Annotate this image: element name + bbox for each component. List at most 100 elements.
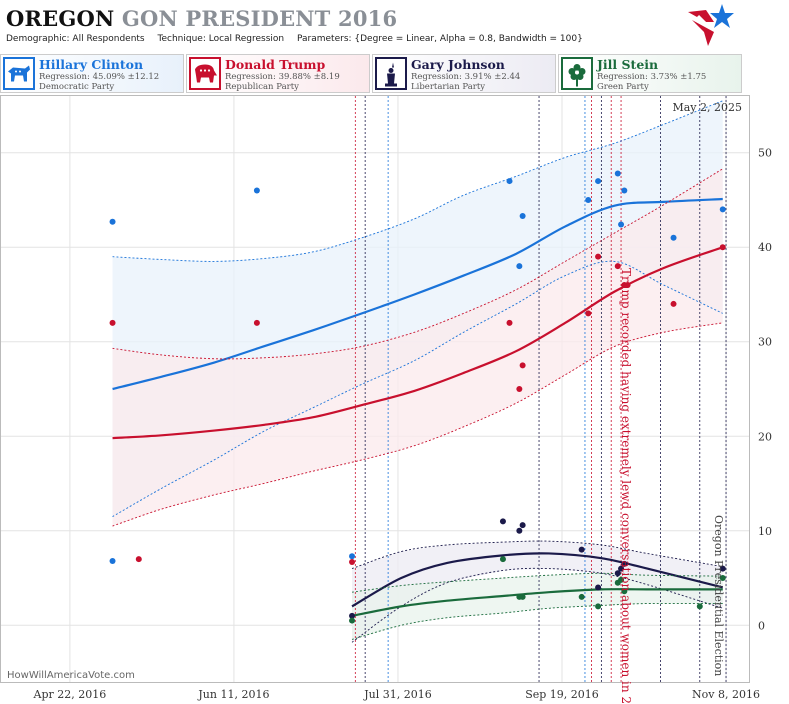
poll-point (109, 558, 116, 565)
candidate-name: Gary Johnson (411, 57, 505, 72)
candidate-card[interactable]: Donald Trump Regression: 39.88% ±8.19 Repu… (186, 54, 370, 93)
flower-icon (561, 57, 593, 90)
lower-bound-line (112, 260, 723, 517)
candidate-party: Green Party (597, 82, 649, 92)
poll-point (595, 253, 602, 260)
upper-bound-line (351, 540, 723, 570)
parameters-text: Parameters: {Degree = Linear, Alpha = 0.… (297, 34, 583, 44)
poll-point (618, 576, 625, 583)
candidate-regression: Regression: 3.91% ±2.44 (411, 72, 521, 82)
poll-point (578, 593, 585, 600)
donkey-icon (3, 57, 35, 90)
date-stamp: May 2, 2025 (672, 101, 742, 114)
poll-point (349, 558, 356, 565)
y-tick-label: 10 (758, 525, 772, 538)
candidate-card[interactable]: Gary Johnson Regression: 3.91% ±2.44 Liber… (372, 54, 556, 93)
poll-point (595, 178, 602, 185)
poll-point (135, 556, 142, 563)
poll-point (349, 617, 356, 624)
event-annotation: Trump recorded having extremely lewd con… (619, 268, 633, 704)
y-tick-label: 40 (758, 241, 772, 254)
poll-point (519, 593, 526, 600)
poll-point (506, 178, 513, 185)
poll-point (614, 263, 621, 270)
poll-point (499, 518, 506, 525)
poll-point (670, 300, 677, 307)
poll-point (670, 234, 677, 241)
poll-point (618, 221, 625, 228)
poll-point (618, 565, 625, 572)
page-title: OREGON GON PRESIDENT 2016 (6, 6, 397, 31)
technique-text: Technique: Local Regression (157, 34, 285, 44)
trend-line (351, 588, 723, 617)
poll-point (519, 362, 526, 369)
candidate-regression: Regression: 39.88% ±8.19 (225, 72, 340, 82)
plot-area (109, 96, 727, 682)
poll-point (253, 187, 260, 194)
poll-point (624, 282, 631, 289)
statue-of-liberty-icon (375, 57, 407, 90)
poll-point (578, 546, 585, 553)
poll-point (349, 553, 356, 560)
poll-point (519, 213, 526, 220)
candidate-name: Jill Stein (597, 57, 659, 72)
candidate-regression: Regression: 3.73% ±1.75 (597, 72, 707, 82)
confidence-band (112, 168, 723, 527)
trend-line (112, 246, 724, 440)
candidate-legend: Hillary Clinton Regression: 45.09% ±12.12… (0, 52, 789, 95)
trend-line (112, 197, 723, 391)
y-tick-label: 30 (758, 336, 772, 349)
poll-point (585, 196, 592, 203)
candidate-party: Democratic Party (39, 82, 115, 92)
candidate-card[interactable]: Hillary Clinton Regression: 45.09% ±12.12… (0, 54, 184, 93)
candidate-name: Donald Trump (225, 57, 326, 72)
candidate-name: Hillary Clinton (39, 57, 144, 72)
poll-point (516, 386, 523, 392)
x-tick-label: Jul 31, 2016 (363, 688, 432, 701)
state-name: OREGON (6, 6, 115, 31)
confidence-band (352, 541, 723, 643)
plot-frame (0, 95, 750, 683)
upper-bound-line (112, 100, 723, 262)
poll-point (614, 570, 621, 577)
candidate-card[interactable]: Jill Stein Regression: 3.73% ±1.75 Green P… (558, 54, 742, 93)
y-tick-label: 50 (758, 147, 772, 160)
poll-point (719, 575, 726, 582)
poll-point (621, 588, 628, 595)
candidate-party: Republican Party (225, 82, 299, 92)
elephant-icon (189, 57, 221, 90)
election-annotation: Oregon Presidential Election (712, 515, 725, 676)
candidate-party: Libertarian Party (411, 82, 486, 92)
poll-point (506, 319, 513, 326)
poll-point (585, 310, 592, 317)
poll-point (109, 319, 116, 326)
poll-point (595, 603, 602, 610)
poll-point (719, 565, 726, 572)
demographic-text: Demographic: All Respondents (6, 34, 145, 44)
poll-point (621, 187, 628, 194)
poll-point (109, 218, 116, 225)
x-tick-label: Sep 19, 2016 (525, 688, 599, 701)
y-tick-label: 0 (758, 619, 765, 632)
upper-bound-line (112, 168, 723, 360)
poll-point (499, 556, 506, 563)
lower-bound-line (112, 322, 723, 527)
watermark-text[interactable]: HowWillAmericaVote.com (7, 670, 135, 681)
poll-point (519, 522, 526, 529)
poll-point (516, 527, 523, 534)
site-logo-icon[interactable] (684, 2, 734, 50)
x-tick-label: Apr 22, 2016 (33, 688, 107, 701)
poll-point (719, 244, 726, 251)
x-tick-label: Nov 8, 2016 (692, 688, 760, 701)
y-tick-label: 20 (758, 430, 772, 443)
poll-point (349, 612, 356, 619)
race-title: GON PRESIDENT 2016 (121, 6, 398, 31)
candidate-regression: Regression: 45.09% ±12.12 (39, 72, 160, 82)
poll-point (595, 584, 602, 591)
poll-point (696, 603, 703, 610)
poll-point (614, 170, 621, 177)
poll-point (516, 263, 523, 270)
trend-line (351, 552, 724, 608)
poll-point (719, 206, 726, 213)
